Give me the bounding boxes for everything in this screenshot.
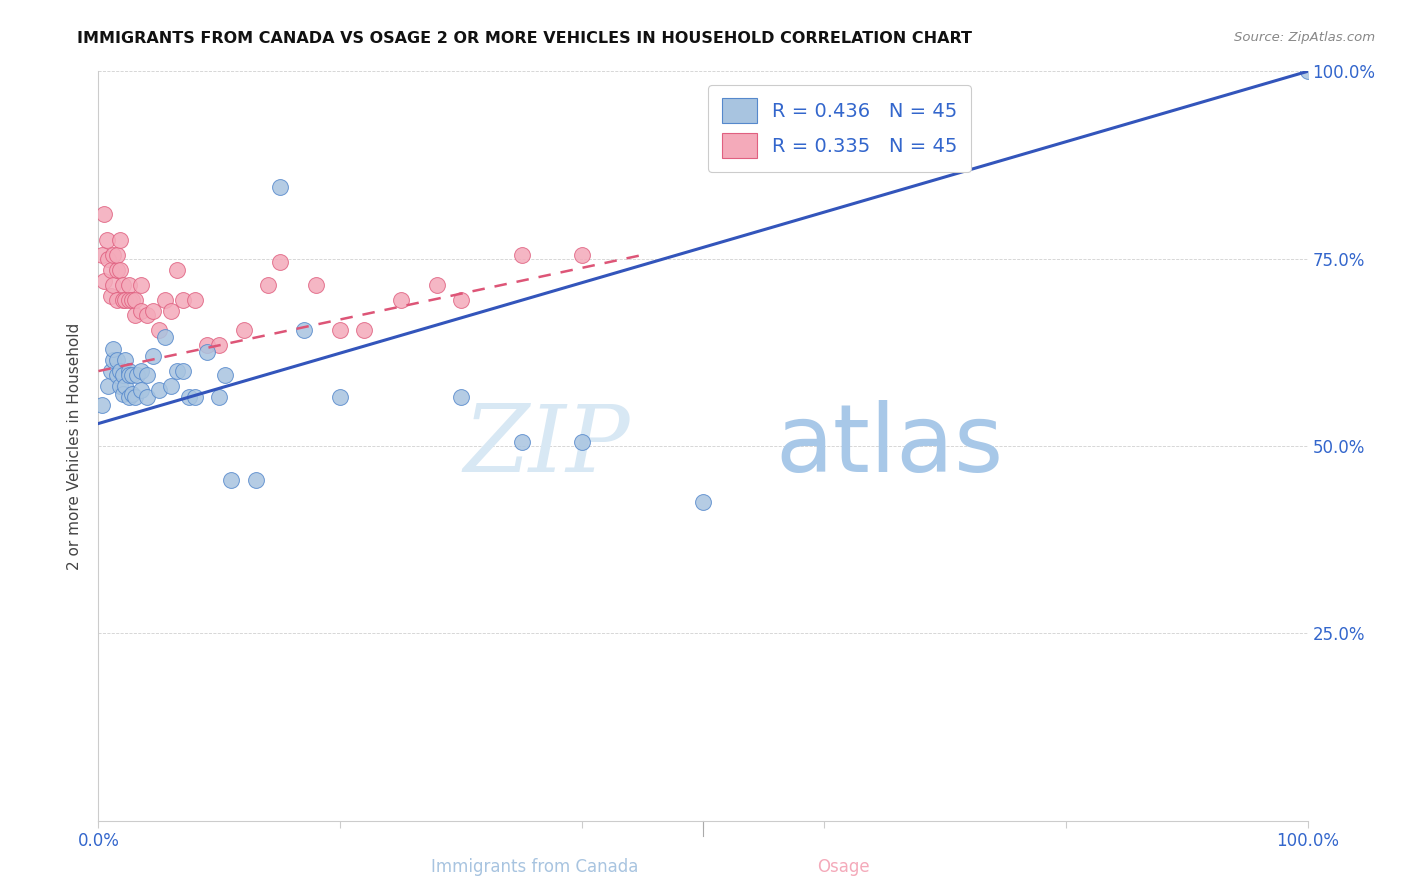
Point xyxy=(114,352,136,367)
Point xyxy=(148,383,170,397)
Point xyxy=(208,390,231,404)
Point xyxy=(305,277,328,292)
Point xyxy=(166,364,188,378)
Point xyxy=(121,386,143,401)
Point xyxy=(111,368,134,382)
Point xyxy=(105,293,128,307)
Point xyxy=(142,304,165,318)
Point xyxy=(179,390,201,404)
Point xyxy=(100,263,122,277)
Point xyxy=(292,323,315,337)
Point xyxy=(111,277,134,292)
Point xyxy=(118,364,141,378)
Legend: R = 0.436   N = 45, R = 0.335   N = 45: R = 0.436 N = 45, R = 0.335 N = 45 xyxy=(709,85,972,172)
Point xyxy=(105,248,128,262)
Point xyxy=(232,323,254,337)
Point xyxy=(153,293,176,307)
Point xyxy=(269,180,291,194)
Point xyxy=(329,323,352,337)
Point xyxy=(135,368,157,382)
Text: ZIP: ZIP xyxy=(464,401,630,491)
Point xyxy=(142,349,165,363)
Point xyxy=(450,390,472,404)
Point xyxy=(172,293,194,307)
Point xyxy=(195,345,218,359)
Point xyxy=(114,379,136,393)
Point xyxy=(100,364,122,378)
Point xyxy=(221,473,243,487)
Point xyxy=(118,368,141,382)
Text: Osage: Osage xyxy=(817,858,870,876)
Point xyxy=(129,277,152,292)
Text: atlas: atlas xyxy=(776,400,1004,492)
Point xyxy=(121,368,143,382)
Point xyxy=(208,338,231,352)
Point xyxy=(105,263,128,277)
Point xyxy=(91,398,114,412)
Point xyxy=(127,368,149,382)
Point xyxy=(101,277,124,292)
Point xyxy=(93,207,115,221)
Point xyxy=(129,364,152,378)
Point xyxy=(571,248,593,262)
Point xyxy=(135,308,157,322)
Point xyxy=(111,293,134,307)
Point xyxy=(108,263,131,277)
Point xyxy=(129,304,152,318)
Point xyxy=(135,390,157,404)
Point xyxy=(329,390,352,404)
Point xyxy=(97,379,120,393)
Point xyxy=(118,277,141,292)
Point xyxy=(571,435,593,450)
Point xyxy=(118,293,141,307)
Point xyxy=(105,352,128,367)
Text: IMMIGRANTS FROM CANADA VS OSAGE 2 OR MORE VEHICLES IN HOUSEHOLD CORRELATION CHAR: IMMIGRANTS FROM CANADA VS OSAGE 2 OR MOR… xyxy=(77,31,973,46)
Point xyxy=(153,330,176,344)
Point xyxy=(124,293,146,307)
Point xyxy=(91,248,114,262)
Point xyxy=(121,293,143,307)
Point xyxy=(1296,64,1319,78)
Point xyxy=(108,364,131,378)
Point xyxy=(256,277,278,292)
Point xyxy=(510,435,533,450)
Point xyxy=(450,293,472,307)
Text: Immigrants from Canada: Immigrants from Canada xyxy=(430,858,638,876)
Point xyxy=(692,495,714,509)
Point xyxy=(510,248,533,262)
Point xyxy=(108,379,131,393)
Point xyxy=(184,390,207,404)
Point xyxy=(101,248,124,262)
Point xyxy=(129,383,152,397)
Point xyxy=(114,293,136,307)
Point xyxy=(160,379,183,393)
Point xyxy=(195,338,218,352)
Y-axis label: 2 or more Vehicles in Household: 2 or more Vehicles in Household xyxy=(67,322,83,570)
Point xyxy=(160,304,183,318)
Point xyxy=(93,274,115,288)
Point xyxy=(108,233,131,247)
Point xyxy=(105,368,128,382)
Point xyxy=(214,368,236,382)
Point xyxy=(184,293,207,307)
Point xyxy=(166,263,188,277)
Point xyxy=(101,342,124,356)
Point xyxy=(124,308,146,322)
Point xyxy=(148,323,170,337)
Text: Source: ZipAtlas.com: Source: ZipAtlas.com xyxy=(1234,31,1375,45)
Point xyxy=(426,277,449,292)
Point xyxy=(245,473,267,487)
Point xyxy=(101,352,124,367)
Point xyxy=(97,252,120,266)
Point xyxy=(100,289,122,303)
Point xyxy=(172,364,194,378)
Point xyxy=(96,233,118,247)
Point xyxy=(111,386,134,401)
Point xyxy=(124,390,146,404)
Point xyxy=(269,255,291,269)
Point xyxy=(389,293,412,307)
Point xyxy=(353,323,375,337)
Point xyxy=(118,390,141,404)
